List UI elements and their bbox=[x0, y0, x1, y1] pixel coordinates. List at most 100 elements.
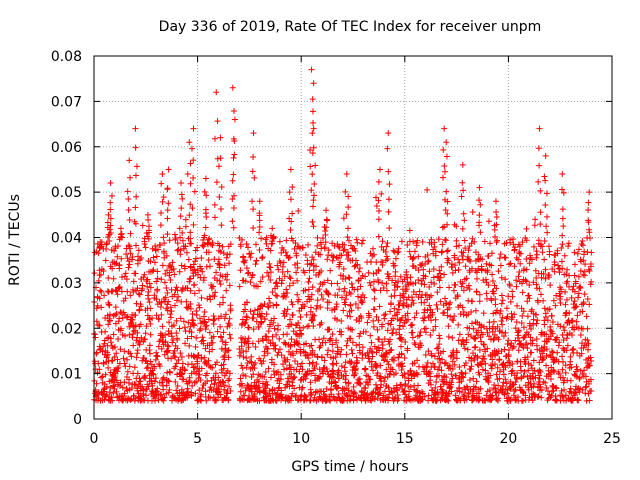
data-point bbox=[190, 272, 197, 279]
data-point bbox=[487, 372, 494, 379]
data-point bbox=[536, 285, 543, 292]
data-point bbox=[240, 253, 247, 260]
data-point bbox=[186, 212, 193, 219]
data-point bbox=[375, 317, 382, 324]
data-point bbox=[533, 311, 540, 318]
data-point bbox=[327, 267, 334, 274]
data-point bbox=[117, 325, 124, 332]
data-point bbox=[310, 323, 317, 330]
data-point bbox=[158, 276, 165, 283]
data-point bbox=[242, 306, 249, 313]
data-point bbox=[554, 334, 561, 341]
data-point bbox=[196, 371, 203, 378]
data-point bbox=[336, 244, 343, 251]
data-point bbox=[536, 162, 543, 169]
data-point bbox=[296, 327, 303, 334]
data-point bbox=[353, 342, 360, 349]
data-point bbox=[211, 135, 218, 142]
data-point bbox=[205, 316, 212, 323]
data-point bbox=[444, 312, 451, 319]
data-point bbox=[385, 130, 392, 137]
data-point bbox=[227, 335, 234, 342]
data-point bbox=[215, 374, 222, 381]
data-point bbox=[433, 378, 440, 385]
data-point bbox=[497, 307, 504, 314]
data-point bbox=[583, 356, 590, 363]
data-point bbox=[585, 207, 592, 214]
data-point bbox=[511, 263, 518, 270]
data-point bbox=[493, 371, 500, 378]
data-point bbox=[126, 245, 133, 252]
data-point bbox=[129, 331, 136, 338]
data-point bbox=[217, 323, 224, 330]
data-point bbox=[346, 237, 353, 244]
data-point bbox=[110, 382, 117, 389]
data-point bbox=[177, 213, 184, 220]
data-point bbox=[180, 318, 187, 325]
data-point bbox=[195, 302, 202, 309]
data-point bbox=[137, 378, 144, 385]
data-point bbox=[305, 286, 312, 293]
data-point bbox=[198, 365, 205, 372]
data-point bbox=[421, 306, 428, 313]
data-point bbox=[309, 203, 316, 210]
data-point bbox=[430, 266, 437, 273]
data-point bbox=[151, 363, 158, 370]
data-point bbox=[446, 284, 453, 291]
data-point bbox=[291, 385, 298, 392]
data-point bbox=[186, 342, 193, 349]
x-tick-label: 5 bbox=[193, 431, 202, 447]
data-point bbox=[509, 236, 516, 243]
data-point bbox=[189, 382, 196, 389]
data-point bbox=[291, 374, 298, 381]
data-point bbox=[239, 236, 246, 243]
data-point bbox=[309, 96, 316, 103]
data-point bbox=[581, 248, 588, 255]
data-point bbox=[258, 319, 265, 326]
data-point bbox=[497, 251, 504, 258]
data-point bbox=[358, 240, 365, 247]
data-point bbox=[518, 320, 525, 327]
data-point bbox=[132, 220, 139, 227]
data-point bbox=[435, 345, 442, 352]
data-point bbox=[317, 251, 324, 258]
data-point bbox=[310, 144, 317, 151]
data-point bbox=[520, 324, 527, 331]
data-point bbox=[447, 313, 454, 320]
data-point bbox=[415, 277, 422, 284]
data-point bbox=[320, 388, 327, 395]
data-point bbox=[328, 373, 335, 380]
data-point bbox=[484, 329, 491, 336]
data-point bbox=[205, 249, 212, 256]
data-point bbox=[444, 248, 451, 255]
data-point bbox=[526, 281, 533, 288]
data-point bbox=[447, 299, 454, 306]
data-point bbox=[395, 354, 402, 361]
data-point bbox=[575, 290, 582, 297]
data-point bbox=[491, 361, 498, 368]
data-point bbox=[444, 198, 451, 205]
data-point bbox=[562, 369, 569, 376]
data-point bbox=[559, 170, 566, 177]
data-point bbox=[438, 249, 445, 256]
data-point bbox=[105, 211, 112, 218]
data-point bbox=[524, 313, 531, 320]
data-point bbox=[142, 330, 149, 337]
data-point bbox=[383, 366, 390, 373]
x-tick-label: 15 bbox=[396, 431, 414, 447]
data-point bbox=[531, 380, 538, 387]
data-point bbox=[511, 311, 518, 318]
data-point bbox=[373, 203, 380, 210]
data-point bbox=[445, 301, 452, 308]
data-point bbox=[573, 363, 580, 370]
data-point bbox=[326, 396, 333, 403]
data-point bbox=[274, 262, 281, 269]
data-point bbox=[407, 383, 414, 390]
data-point bbox=[438, 386, 445, 393]
data-point bbox=[244, 314, 251, 321]
data-point bbox=[144, 276, 151, 283]
data-point bbox=[355, 304, 362, 311]
data-point bbox=[109, 265, 116, 272]
data-point bbox=[317, 342, 324, 349]
data-point bbox=[452, 267, 459, 274]
